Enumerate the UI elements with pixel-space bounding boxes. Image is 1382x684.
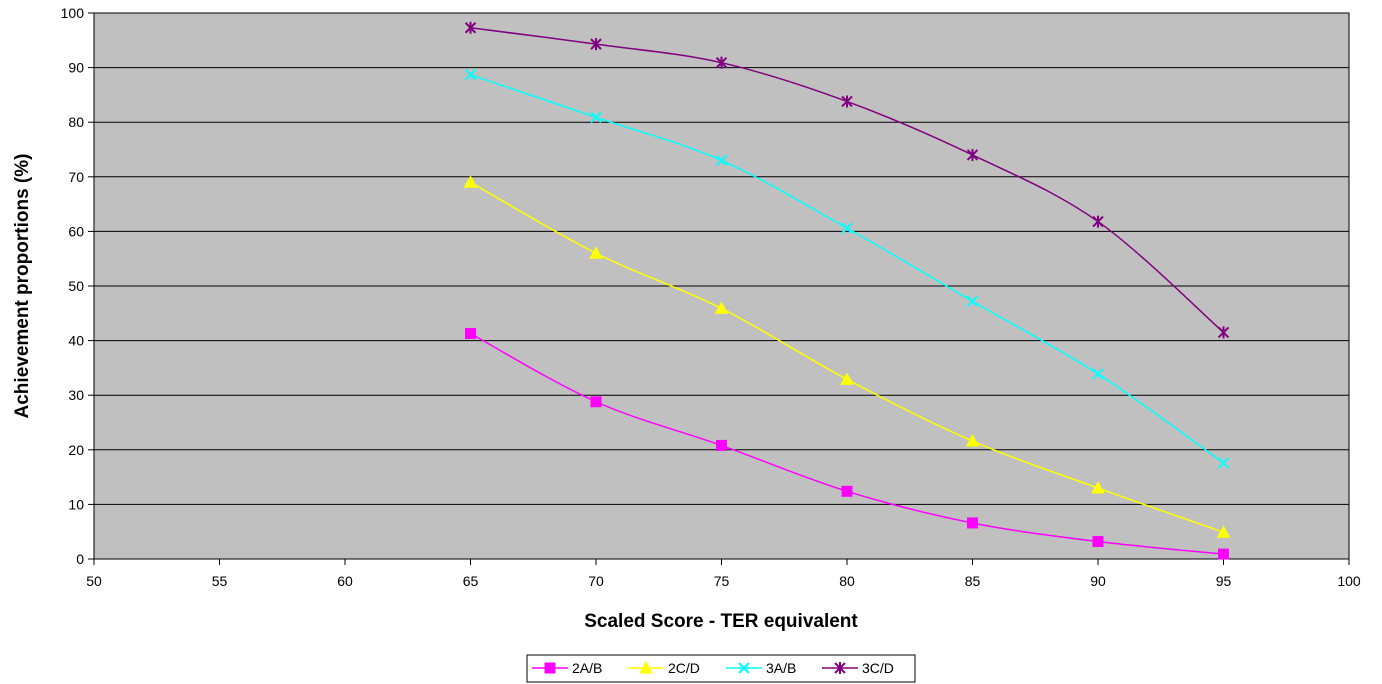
x-tick-label: 95 (1216, 573, 1232, 589)
x-tick-label: 65 (463, 573, 479, 589)
legend-item: 2A/B (532, 660, 602, 676)
data-point (840, 372, 854, 385)
data-point (966, 148, 979, 161)
y-axis-title: Achievement proportions (%) (12, 154, 33, 419)
data-point (841, 95, 853, 108)
data-point (590, 111, 602, 123)
x-tick-labels: 50 55 60 65 70 75 80 85 90 95 100 (86, 573, 1361, 589)
series-2a-b (465, 328, 1229, 560)
data-point (590, 38, 602, 51)
legend-marker (639, 660, 653, 674)
x-tick-label: 90 (1090, 573, 1106, 589)
legend-marker (834, 662, 846, 674)
y-tick-label: 80 (68, 114, 84, 130)
x-tick-label: 80 (839, 573, 855, 589)
series-group (463, 21, 1231, 560)
axes (88, 12, 1350, 565)
data-point (841, 222, 853, 234)
x-tick-label: 85 (965, 573, 981, 589)
y-tick-label: 90 (68, 60, 84, 76)
data-point (967, 517, 978, 529)
data-point (1217, 326, 1230, 339)
data-point (589, 246, 603, 259)
data-point (1217, 457, 1230, 469)
legend-label: 3C/D (862, 660, 894, 676)
legend-marker (738, 662, 750, 674)
data-point (590, 396, 602, 408)
legend-item: 2C/D (628, 660, 700, 676)
x-tick-label: 70 (588, 573, 604, 589)
data-point (1218, 548, 1229, 560)
y-tick-label: 50 (68, 278, 84, 294)
series-2c-d (463, 175, 1231, 538)
x-tick-label: 55 (212, 573, 228, 589)
y-tick-label: 70 (68, 169, 84, 185)
data-point (464, 68, 477, 81)
data-point (1092, 215, 1104, 228)
legend-item: 3A/B (726, 660, 796, 676)
data-point (1091, 480, 1105, 494)
y-tick-label: 30 (68, 387, 84, 403)
data-point (714, 301, 729, 314)
series-3a-b (464, 68, 1230, 469)
legend-marker (544, 662, 556, 674)
y-tick-label: 0 (76, 551, 84, 567)
legend-items: 2A/B 2C/D 3A/B 3C/D (532, 660, 894, 676)
data-point (715, 56, 728, 69)
data-point (965, 434, 980, 447)
y-tick-label: 20 (68, 442, 84, 458)
data-point (1216, 525, 1231, 538)
x-tick-label: 75 (714, 573, 730, 589)
x-tick-label: 50 (86, 573, 102, 589)
legend-item: 3C/D (822, 660, 894, 676)
data-point (465, 328, 476, 340)
y-tick-labels: 0 10 20 30 40 50 60 70 80 90 100 (61, 5, 85, 567)
y-tick-label: 100 (61, 5, 85, 21)
data-point (1092, 536, 1104, 548)
data-point (463, 175, 478, 188)
legend-label: 2A/B (572, 660, 602, 676)
y-tick-label: 10 (68, 496, 84, 512)
legend-label: 2C/D (668, 660, 700, 676)
data-point (715, 154, 728, 167)
x-tick-label: 100 (1337, 573, 1361, 589)
legend-label: 3A/B (766, 660, 796, 676)
y-tick-label: 40 (68, 333, 84, 349)
x-axis-title: Scaled Score - TER equivalent (584, 611, 858, 632)
y-tick-label: 60 (68, 223, 84, 239)
data-point (841, 485, 853, 497)
series-3c-d (464, 21, 1230, 339)
data-point (464, 21, 477, 34)
x-tick-label: 60 (337, 573, 353, 589)
data-point (966, 295, 979, 307)
data-point (716, 439, 727, 451)
legend: 2A/B 2C/D 3A/B 3C/D (526, 654, 916, 683)
data-point (1092, 368, 1104, 380)
